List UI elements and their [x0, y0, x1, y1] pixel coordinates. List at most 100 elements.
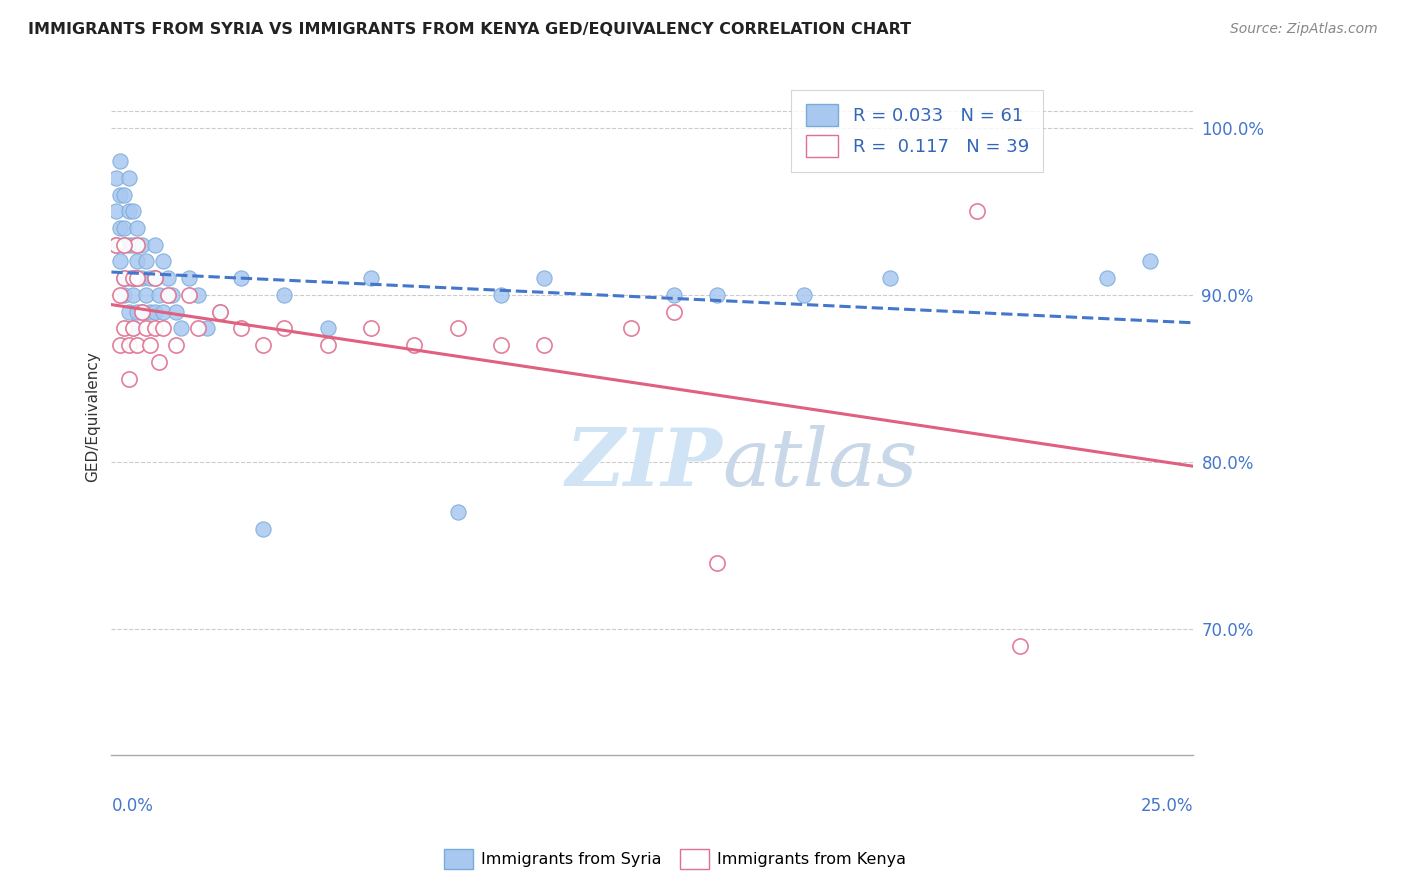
Point	[1139, 254, 1161, 268]
Point	[122, 321, 145, 335]
Point	[156, 288, 179, 302]
Point	[966, 204, 988, 219]
Point	[152, 304, 174, 318]
Point	[446, 321, 468, 335]
Point	[108, 154, 131, 169]
Point	[118, 304, 141, 318]
Point	[135, 254, 157, 268]
Point	[533, 271, 555, 285]
Point	[360, 271, 382, 285]
Point	[620, 321, 643, 335]
Point	[112, 271, 135, 285]
Point	[252, 522, 274, 536]
Point	[148, 288, 170, 302]
Point	[179, 288, 201, 302]
Point	[112, 321, 135, 335]
Point	[489, 288, 512, 302]
Point	[118, 204, 141, 219]
Point	[122, 271, 145, 285]
Text: 25.0%: 25.0%	[1140, 797, 1194, 814]
Point	[187, 321, 209, 335]
Point	[208, 304, 231, 318]
Point	[706, 556, 728, 570]
Point	[143, 237, 166, 252]
Point	[152, 254, 174, 268]
Point	[316, 338, 339, 352]
Point	[231, 321, 253, 335]
Point	[156, 271, 179, 285]
Point	[489, 338, 512, 352]
Text: IMMIGRANTS FROM SYRIA VS IMMIGRANTS FROM KENYA GED/EQUIVALENCY CORRELATION CHART: IMMIGRANTS FROM SYRIA VS IMMIGRANTS FROM…	[28, 22, 911, 37]
Point	[316, 321, 339, 335]
Point	[273, 288, 295, 302]
Point	[127, 237, 149, 252]
Point	[1095, 271, 1118, 285]
Point	[143, 304, 166, 318]
Point	[533, 338, 555, 352]
Point	[112, 288, 135, 302]
Point	[1008, 639, 1031, 653]
Point	[118, 338, 141, 352]
Point	[122, 237, 145, 252]
Point	[122, 321, 145, 335]
Point	[139, 271, 162, 285]
Point	[879, 271, 901, 285]
Point	[165, 304, 187, 318]
Point	[112, 221, 135, 235]
Point	[118, 237, 141, 252]
Point	[148, 355, 170, 369]
Point	[360, 321, 382, 335]
Point	[127, 254, 149, 268]
Point	[143, 271, 166, 285]
Point	[127, 221, 149, 235]
Point	[118, 271, 141, 285]
Point	[135, 321, 157, 335]
Point	[208, 304, 231, 318]
Point	[135, 288, 157, 302]
Point	[195, 321, 218, 335]
Point	[446, 505, 468, 519]
Legend: Immigrants from Syria, Immigrants from Kenya: Immigrants from Syria, Immigrants from K…	[437, 843, 912, 875]
Point	[112, 237, 135, 252]
Point	[131, 237, 153, 252]
Point	[139, 338, 162, 352]
Point	[112, 271, 135, 285]
Point	[127, 271, 149, 285]
Point	[104, 237, 127, 252]
Text: atlas: atlas	[723, 425, 918, 502]
Point	[131, 304, 153, 318]
Point	[104, 204, 127, 219]
Point	[179, 271, 201, 285]
Legend: R = 0.033   N = 61, R =  0.117   N = 39: R = 0.033 N = 61, R = 0.117 N = 39	[792, 90, 1043, 172]
Point	[165, 338, 187, 352]
Point	[231, 271, 253, 285]
Point	[160, 288, 183, 302]
Point	[108, 187, 131, 202]
Text: Source: ZipAtlas.com: Source: ZipAtlas.com	[1230, 22, 1378, 37]
Point	[662, 304, 685, 318]
Point	[118, 170, 141, 185]
Point	[122, 204, 145, 219]
Point	[131, 271, 153, 285]
Point	[139, 304, 162, 318]
Point	[793, 288, 815, 302]
Point	[127, 338, 149, 352]
Point	[108, 338, 131, 352]
Point	[108, 254, 131, 268]
Point	[252, 338, 274, 352]
Y-axis label: GED/Equivalency: GED/Equivalency	[86, 351, 100, 482]
Point	[187, 288, 209, 302]
Point	[662, 288, 685, 302]
Point	[108, 221, 131, 235]
Point	[104, 170, 127, 185]
Point	[122, 271, 145, 285]
Point	[143, 321, 166, 335]
Point	[127, 271, 149, 285]
Point	[118, 371, 141, 385]
Point	[706, 288, 728, 302]
Point	[152, 321, 174, 335]
Text: ZIP: ZIP	[565, 425, 723, 502]
Point	[127, 304, 149, 318]
Point	[143, 271, 166, 285]
Text: 0.0%: 0.0%	[111, 797, 153, 814]
